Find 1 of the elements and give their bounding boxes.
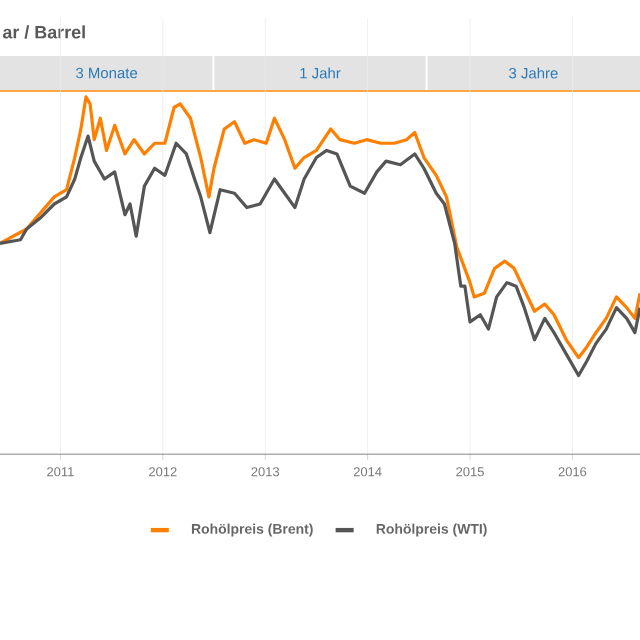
chart-title: ar / Barrel xyxy=(2,25,85,39)
